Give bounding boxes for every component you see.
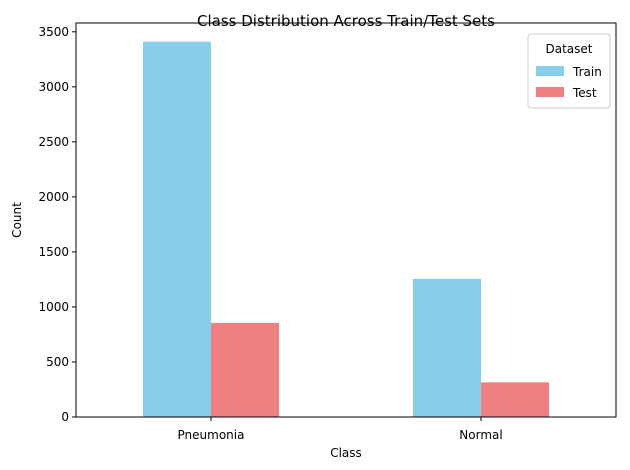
bar-test-pneumonia bbox=[211, 322, 279, 417]
legend: Dataset Train Test bbox=[527, 33, 611, 109]
y-tick-label: 3000 bbox=[38, 80, 69, 94]
bar-test-normal bbox=[481, 382, 549, 417]
y-tick-label: 1500 bbox=[38, 245, 69, 259]
y-tick-label: 2500 bbox=[38, 135, 69, 149]
y-axis-label: Count bbox=[10, 202, 24, 238]
x-tick-label: Pneumonia bbox=[178, 428, 245, 442]
y-tick-label: 500 bbox=[46, 355, 69, 369]
y-tick-label: 0 bbox=[61, 410, 69, 424]
y-tick-label: 3500 bbox=[38, 25, 69, 39]
y-tick-label: 1000 bbox=[38, 300, 69, 314]
legend-swatch-test bbox=[536, 87, 564, 97]
bar-train-normal bbox=[413, 278, 481, 417]
x-axis-label: Class bbox=[330, 446, 362, 460]
chart-title: Class Distribution Across Train/Test Set… bbox=[197, 12, 495, 30]
bar-series bbox=[143, 41, 549, 417]
legend-swatch-train bbox=[536, 66, 564, 76]
x-tick-label: Normal bbox=[459, 428, 502, 442]
legend-label-train: Train bbox=[572, 65, 602, 79]
bar-train-pneumonia bbox=[143, 41, 211, 417]
plot-area-frame bbox=[75, 22, 617, 418]
legend-label-test: Test bbox=[572, 86, 597, 100]
y-tick-label: 2000 bbox=[38, 190, 69, 204]
y-axis-ticks: 0 500 1000 1500 2000 2500 3000 3500 bbox=[38, 25, 76, 424]
legend-title: Dataset bbox=[546, 42, 593, 56]
x-axis-ticks: Pneumonia Normal bbox=[178, 417, 503, 442]
